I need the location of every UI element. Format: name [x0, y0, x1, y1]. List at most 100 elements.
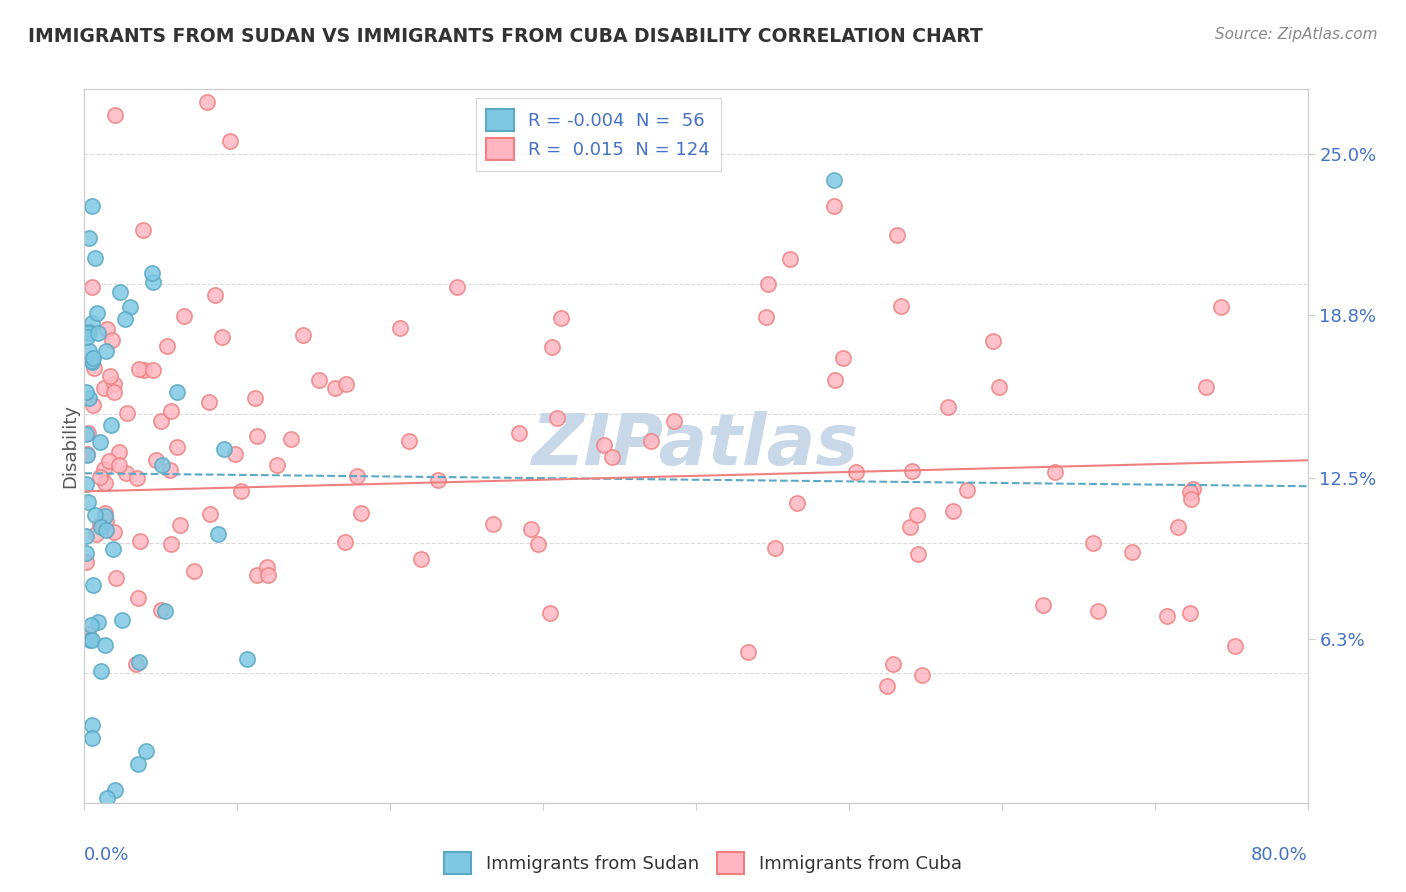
- Point: [100, 333, 122, 347]
- Point: [101, 542, 124, 557]
- Point: [111, 613, 134, 627]
- Point: [246, 567, 269, 582]
- Point: [200, 507, 222, 521]
- Point: [94, 344, 117, 359]
- Point: [115, 406, 138, 420]
- Point: [876, 679, 898, 693]
- Point: [1081, 536, 1104, 550]
- Point: [398, 434, 420, 449]
- Point: [129, 534, 152, 549]
- Point: [231, 484, 253, 499]
- Point: [640, 434, 662, 448]
- Point: [600, 450, 623, 464]
- Point: [482, 517, 505, 532]
- Point: [98, 368, 121, 383]
- Point: [79, 391, 101, 405]
- Point: [266, 458, 288, 473]
- Point: [82, 354, 104, 368]
- Point: [104, 782, 127, 797]
- Point: [80, 280, 103, 294]
- Point: [1156, 609, 1178, 624]
- Point: [1223, 639, 1246, 653]
- Point: [153, 604, 176, 618]
- Text: IMMIGRANTS FROM SUDAN VS IMMIGRANTS FROM CUBA DISABILITY CORRELATION CHART: IMMIGRANTS FROM SUDAN VS IMMIGRANTS FROM…: [28, 27, 983, 45]
- Point: [125, 471, 148, 485]
- Point: [508, 425, 530, 440]
- Point: [86, 527, 108, 541]
- Point: [1180, 492, 1202, 507]
- Point: [427, 474, 450, 488]
- Point: [198, 394, 221, 409]
- Point: [83, 508, 105, 522]
- Point: [94, 508, 117, 523]
- Point: [593, 438, 616, 452]
- Point: [77, 344, 100, 359]
- Point: [737, 645, 759, 659]
- Point: [83, 360, 105, 375]
- Point: [1121, 545, 1143, 559]
- Text: 80.0%: 80.0%: [1251, 846, 1308, 863]
- Point: [135, 744, 157, 758]
- Point: [763, 541, 786, 555]
- Point: [90, 520, 112, 534]
- Point: [890, 299, 912, 313]
- Point: [280, 432, 302, 446]
- Point: [82, 633, 104, 648]
- Point: [93, 381, 115, 395]
- Point: [166, 440, 188, 454]
- Point: [76, 326, 98, 340]
- Point: [786, 496, 808, 510]
- Point: [77, 627, 100, 641]
- Point: [84, 251, 107, 265]
- Point: [905, 508, 928, 523]
- Point: [125, 657, 148, 671]
- Point: [80, 354, 103, 368]
- Point: [898, 519, 921, 533]
- Point: [150, 603, 173, 617]
- Point: [541, 340, 564, 354]
- Point: [87, 615, 110, 629]
- Point: [195, 95, 218, 110]
- Point: [1087, 604, 1109, 618]
- Point: [89, 518, 111, 533]
- Point: [526, 537, 548, 551]
- Point: [446, 280, 468, 294]
- Point: [75, 384, 97, 399]
- Point: [942, 504, 965, 518]
- Point: [86, 326, 108, 340]
- Point: [546, 411, 568, 425]
- Point: [77, 494, 100, 508]
- Point: [76, 425, 98, 440]
- Point: [75, 546, 97, 560]
- Point: [212, 442, 235, 456]
- Point: [323, 381, 346, 395]
- Point: [183, 564, 205, 578]
- Point: [350, 506, 373, 520]
- Point: [824, 373, 846, 387]
- Point: [94, 475, 117, 490]
- Point: [150, 458, 173, 472]
- Point: [94, 523, 117, 537]
- Point: [96, 322, 118, 336]
- Point: [128, 655, 150, 669]
- Point: [292, 328, 315, 343]
- Point: [907, 547, 929, 561]
- Point: [103, 524, 125, 539]
- Point: [173, 310, 195, 324]
- Point: [779, 252, 801, 267]
- Point: [981, 334, 1004, 348]
- Point: [90, 664, 112, 678]
- Point: [987, 379, 1010, 393]
- Point: [832, 351, 855, 365]
- Text: ZIPatlas: ZIPatlas: [533, 411, 859, 481]
- Point: [141, 266, 163, 280]
- Point: [207, 527, 229, 541]
- Point: [103, 385, 125, 400]
- Point: [256, 560, 278, 574]
- Point: [882, 657, 904, 671]
- Y-axis label: Disability: Disability: [60, 404, 79, 488]
- Point: [76, 448, 98, 462]
- Point: [100, 418, 122, 433]
- Point: [108, 444, 131, 458]
- Point: [756, 277, 779, 292]
